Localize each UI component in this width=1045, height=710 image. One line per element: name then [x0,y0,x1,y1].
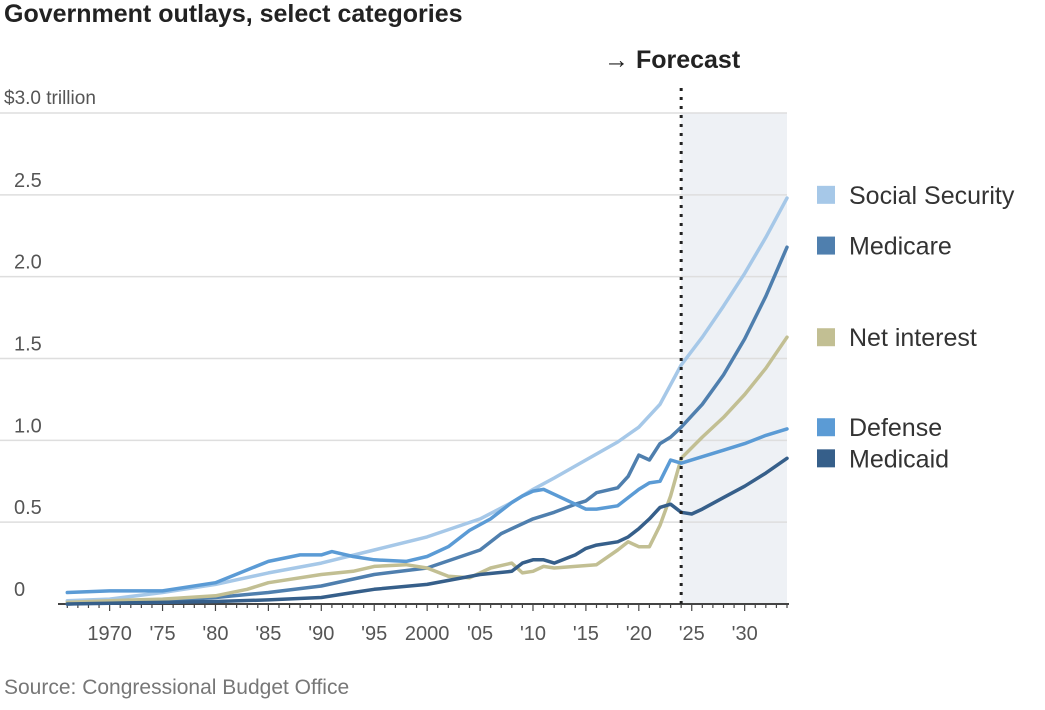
y-tick-label: 1.0 [14,415,42,437]
legend-label-defense: Defense [849,414,942,442]
x-tick-label: '20 [626,623,652,645]
y-tick-label: 0 [14,579,25,601]
legend-swatch-net-interest [817,328,835,347]
series-line-defense [65,427,789,595]
legend-label-net-interest: Net interest [849,324,977,352]
legend: Social Security Medicare Net interest Defen… [817,182,1015,473]
x-tick-label: 1970 [87,623,132,645]
legend-swatch-medicare [817,236,835,255]
y-tick-label: 2.5 [14,170,42,192]
series-lines [65,196,789,606]
legend-label-social-security: Social Security [849,182,1015,210]
gridlines [0,112,787,523]
x-tick-label: '10 [520,623,546,645]
x-tick-label: '80 [202,623,228,645]
x-tick-label: '25 [679,623,705,645]
x-tick-label: '05 [467,623,493,645]
x-tick-label: 2000 [405,623,450,645]
source-note: Source: Congressional Budget Office [4,676,350,699]
y-tick-label: 2.0 [14,252,42,274]
x-tick-label: '30 [732,623,758,645]
legend-label-medicaid: Medicaid [849,445,949,473]
legend-label-medicare: Medicare [849,233,952,261]
legend-swatch-defense [817,418,835,437]
x-axis-ticks: 1970 '75 '80 '85 '90 '95 2000 '05 '10 '15 '20 '25 '3… [66,604,788,645]
x-tick-label: '90 [308,623,334,645]
x-tick-label: '95 [361,623,387,645]
y-tick-label: 1.5 [14,334,42,356]
series-line-medicare [65,245,789,606]
x-tick-label: '75 [150,623,176,645]
x-tick-label: '85 [255,623,281,645]
legend-swatch-social-security [817,185,835,204]
forecast-label: → Forecast [604,46,741,74]
series-line-medicaid [65,456,789,606]
y-tick-label: 0.5 [14,497,42,519]
chart-title: Government outlays, select categories [4,0,463,28]
x-tick-label: '15 [573,623,599,645]
y-axis-unit-label: $3.0 trillion [4,88,96,109]
legend-swatch-medicaid [817,449,835,468]
y-axis-ticks: 2.5 2.0 1.5 1.0 0.5 0 [14,170,42,601]
series-line-social-security [65,196,789,603]
series-line-net-interest [65,335,789,605]
